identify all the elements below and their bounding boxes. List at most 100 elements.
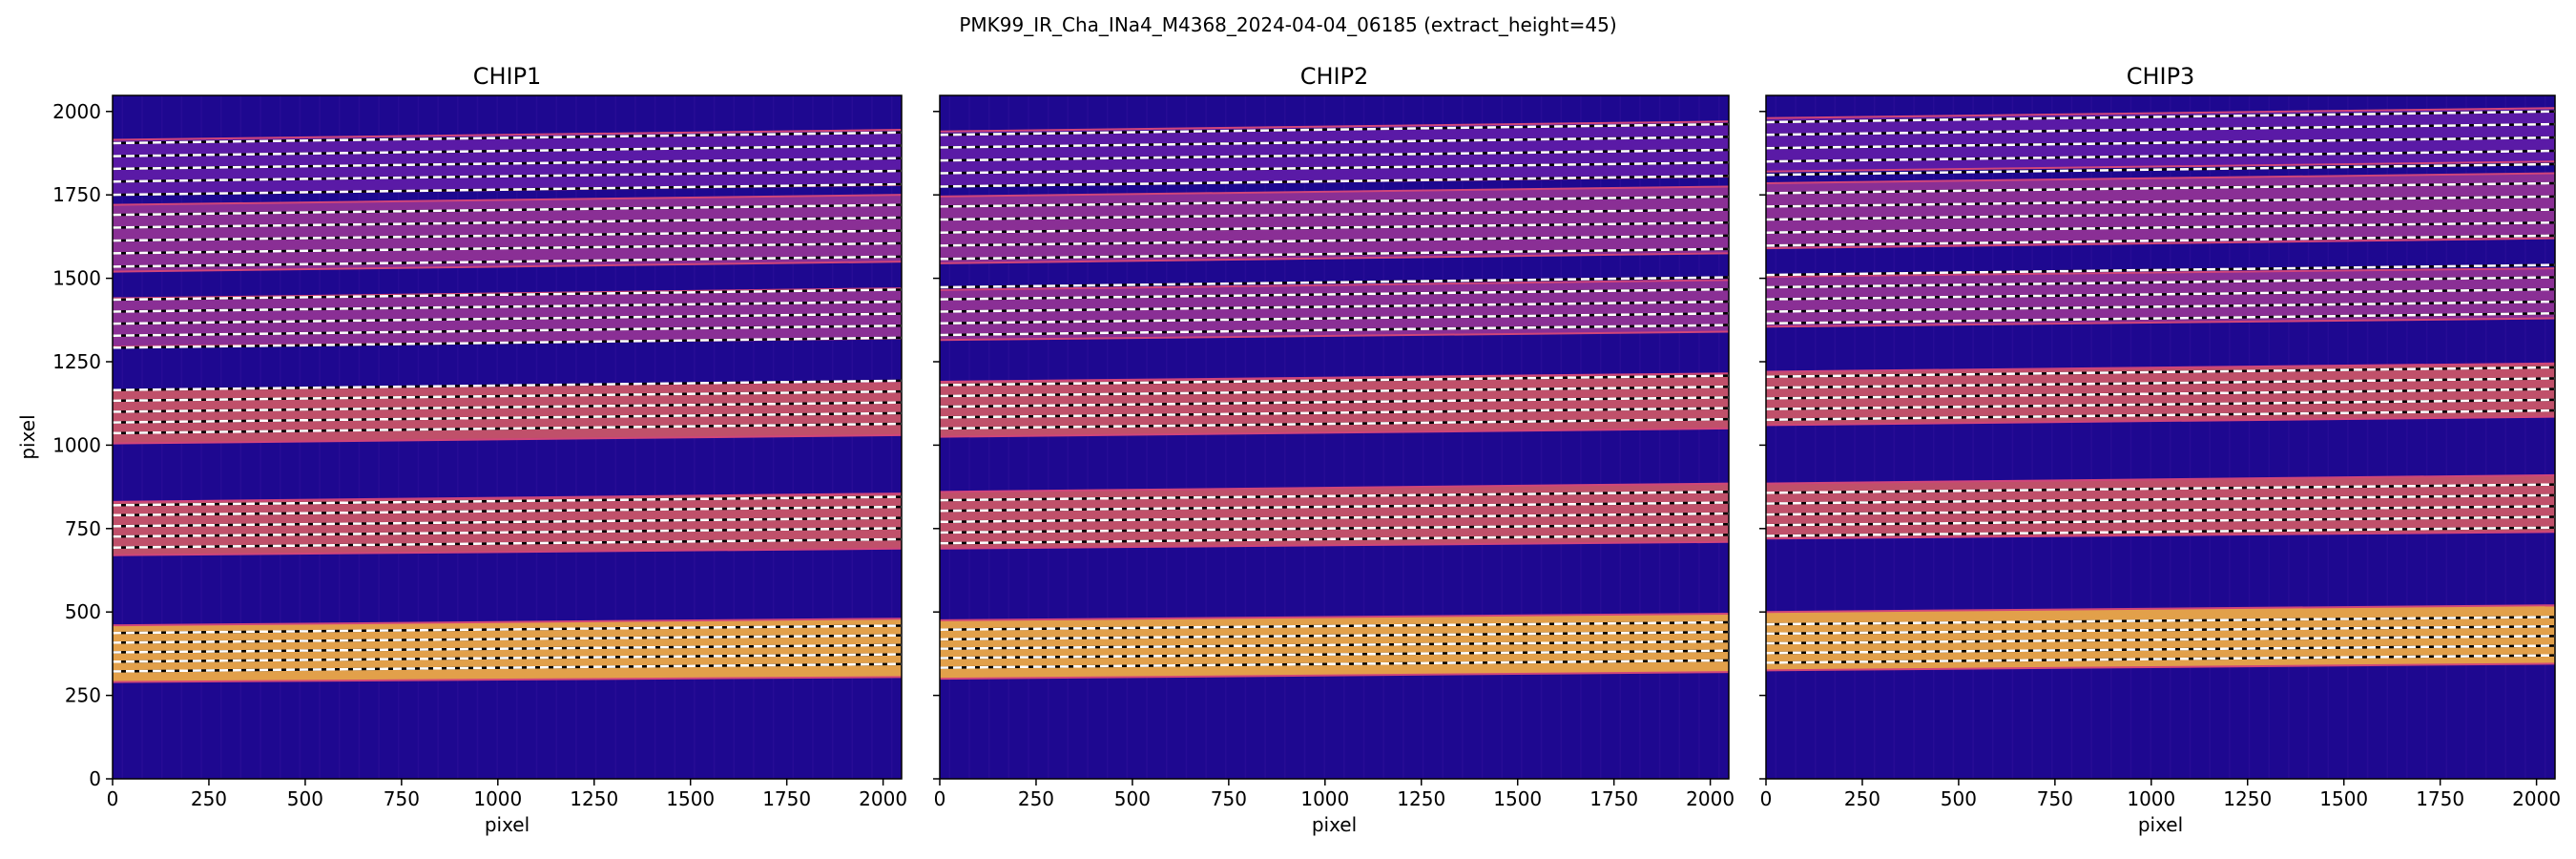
order-band-edge — [1766, 107, 2555, 119]
order-band-edge — [940, 372, 1729, 383]
trace-line-dashed — [940, 374, 1729, 387]
order-band-5 — [113, 195, 902, 272]
trace-line-dashed — [1766, 162, 2555, 177]
x-tick-label: 1250 — [1397, 787, 1445, 810]
x-tick-label: 1000 — [1300, 787, 1349, 810]
trace-line-dashed — [940, 276, 1729, 289]
order-band-edge — [940, 279, 1729, 291]
order-band-edge — [940, 671, 1729, 681]
trace-line-dashed — [940, 122, 1729, 136]
trace-line-dashed — [940, 512, 1729, 524]
trace-line-dashed — [113, 144, 902, 157]
trace-line-dashed — [1766, 110, 2555, 124]
trace-line-dashed — [1766, 136, 2555, 150]
trace-line-dashed — [113, 662, 902, 673]
trace-line-dashed — [1766, 220, 2555, 234]
chip-panel-1: 0 250 500 750 1000 1250 1500 1750 2000 0 250 500 750… — [16, 63, 907, 836]
trace-line-dashed — [113, 624, 902, 635]
x-tick-label: 1000 — [2127, 787, 2175, 810]
x-tick-label: 1750 — [2416, 787, 2464, 810]
order-band-edge — [940, 482, 1729, 493]
trace-line-dashed — [113, 389, 902, 403]
order-band-edge — [113, 194, 902, 206]
y-tick-label: 500 — [65, 600, 101, 623]
trace-line-dashed — [940, 148, 1729, 162]
trace-line-dashed — [1766, 505, 2555, 516]
trace-line-dashed — [940, 300, 1729, 313]
x-tick-label: 500 — [1941, 787, 1977, 810]
x-tick-label: 2000 — [1686, 787, 1735, 810]
trace-line-dashed — [113, 634, 902, 644]
axes-frame — [1765, 94, 2556, 780]
order-band-edge — [1766, 662, 2555, 672]
order-band-2 — [940, 483, 1729, 549]
x-tick-label: 500 — [1114, 787, 1151, 810]
trace-line-dashed — [1766, 483, 2555, 494]
trace-line-dashed — [113, 516, 902, 528]
order-band-edge — [940, 427, 1729, 438]
trace-line-dashed — [1766, 208, 2555, 221]
trace-line-dashed — [1766, 122, 2555, 136]
x-tick-label: 1250 — [570, 787, 618, 810]
order-band-edge — [1766, 473, 2555, 485]
trace-line-dashed — [113, 336, 902, 349]
panel-title: CHIP2 — [1300, 63, 1369, 90]
trace-line-dashed — [113, 300, 902, 313]
trace-line-dashed — [113, 157, 902, 171]
order-band-edge — [940, 252, 1729, 264]
trace-line-dashed — [1766, 398, 2555, 410]
trace-line-dashed — [113, 324, 902, 337]
x-tick-label: 1250 — [2223, 787, 2272, 810]
trace-line-dashed — [940, 649, 1729, 660]
trace-line-dashed — [940, 407, 1729, 419]
order-band-edge — [113, 129, 902, 141]
x-tick-label: 1500 — [2319, 787, 2368, 810]
panel-title: CHIP3 — [2127, 63, 2195, 90]
x-tick-label: 500 — [287, 787, 323, 810]
detector-image — [940, 95, 1729, 779]
trace-line-dashed — [113, 169, 902, 183]
trace-line-dashed — [940, 312, 1729, 325]
axes-frame — [112, 94, 903, 780]
trace-line-dashed — [940, 396, 1729, 409]
x-tick-label: 1500 — [1493, 787, 1542, 810]
trace-line-dashed — [113, 131, 902, 145]
trace-line-dashed — [940, 491, 1729, 502]
trace-line-dashed — [1766, 515, 2555, 527]
order-band-edge — [940, 540, 1729, 550]
order-band-edge — [113, 547, 902, 556]
order-band-3 — [113, 381, 902, 444]
x-tick-label: 750 — [1211, 787, 1247, 810]
x-tick-label: 0 — [934, 787, 946, 810]
order-band-edge — [940, 120, 1729, 133]
trace-line-dashed — [1766, 263, 2555, 277]
trace-line-dashed — [1766, 312, 2555, 325]
trace-line-dashed — [940, 234, 1729, 247]
trace-line-dashed — [113, 505, 902, 517]
x-tick-label: 250 — [1844, 787, 1880, 810]
order-band-edge — [1766, 172, 2555, 184]
trace-line-dashed — [1766, 276, 2555, 289]
trace-line-dashed — [1766, 493, 2555, 505]
trace-line-dashed — [1766, 366, 2555, 378]
order-band-edge — [1766, 317, 2555, 328]
trace-line-dashed — [113, 653, 902, 663]
y-tick-label: 0 — [89, 767, 101, 790]
trace-line-dashed — [1766, 377, 2555, 389]
trace-line-dashed — [1766, 526, 2555, 537]
trace-line-dashed — [940, 630, 1729, 641]
x-tick-label: 1750 — [1589, 787, 1638, 810]
trace-line-dashed — [940, 534, 1729, 545]
trace-line-dashed — [940, 247, 1729, 261]
y-tick-label: 1500 — [52, 267, 101, 290]
order-band-4 — [1766, 268, 2555, 327]
trace-line-dashed — [113, 216, 902, 229]
order-band-6 — [1766, 108, 2555, 172]
trace-line-dashed — [940, 287, 1729, 301]
chip-panels: 0 250 500 750 1000 1250 1500 1750 2000 0 250 500 750… — [16, 63, 2561, 836]
y-tick-label: 750 — [65, 517, 101, 540]
trace-line-dashed — [113, 288, 902, 302]
order-band-edge — [940, 612, 1729, 621]
order-band-edge — [1766, 604, 2555, 614]
